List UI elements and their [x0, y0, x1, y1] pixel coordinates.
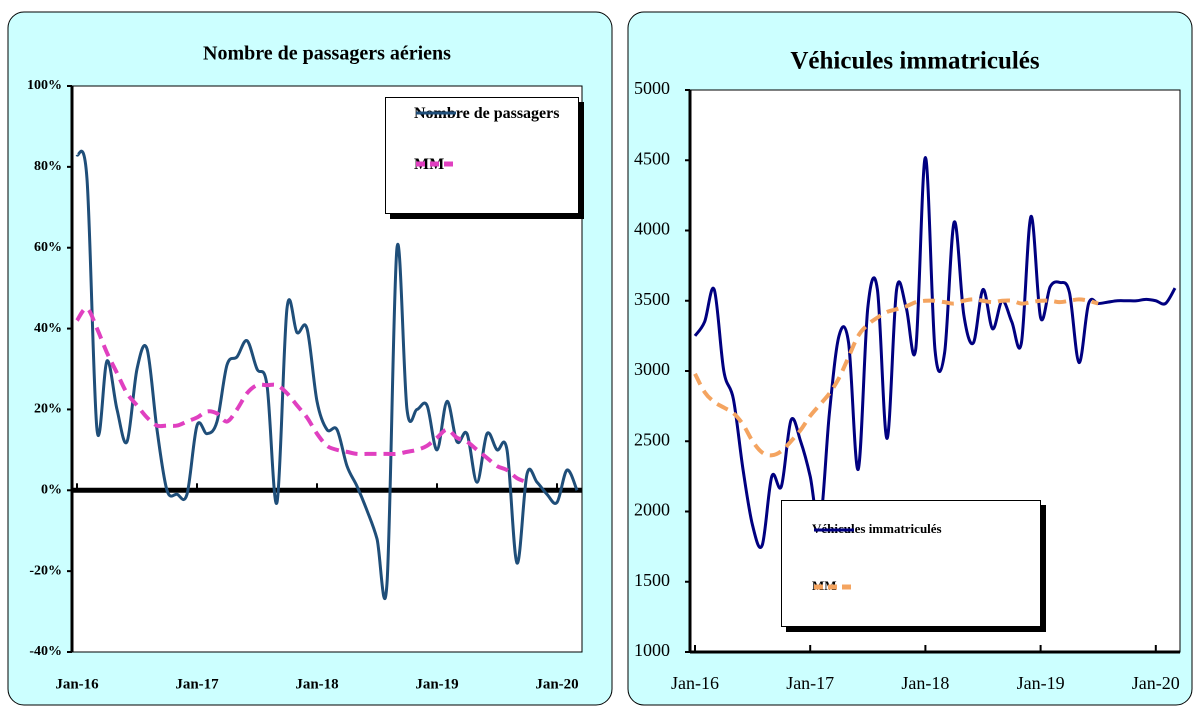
y-tick-label: 1500 — [634, 570, 670, 590]
chart-title: Véhicules immatriculés — [790, 48, 1040, 75]
legend-label: Nombre de passagers — [414, 105, 560, 122]
series-line — [693, 297, 1099, 458]
x-tick-label: Jan-18 — [295, 676, 338, 692]
legend-item: MM — [414, 153, 564, 177]
series-line — [75, 149, 579, 600]
y-tick-label: 0% — [41, 483, 62, 498]
y-tick-label: 5000 — [634, 78, 670, 98]
y-tick-label: 20% — [34, 402, 62, 417]
legend-swatch — [416, 161, 456, 167]
x-tick-label: Jan-17 — [786, 673, 834, 693]
legend-swatch — [814, 584, 854, 590]
y-tick-label: 2000 — [634, 500, 670, 520]
y-tick-label: 80% — [34, 159, 62, 174]
x-tick-label: Jan-18 — [901, 673, 949, 693]
y-tick-label: 4000 — [634, 219, 670, 239]
x-tick-label: Jan-20 — [535, 676, 578, 692]
x-tick-label: Jan-19 — [1017, 673, 1065, 693]
x-tick-label: Jan-17 — [175, 676, 219, 692]
y-tick-label: 60% — [34, 240, 62, 255]
y-tick-label: -20% — [29, 563, 62, 578]
series-line — [75, 306, 528, 485]
y-tick-label: 2500 — [634, 429, 670, 449]
x-tick-label: Jan-20 — [1132, 673, 1180, 693]
y-tick-label: 1000 — [634, 640, 670, 660]
legend-swatch — [814, 528, 854, 532]
legend-label: Véhicules immatriculés — [812, 521, 942, 536]
legend-swatch — [416, 111, 456, 115]
y-tick-label: 40% — [34, 321, 62, 336]
legend-item: Nombre de passagers — [414, 102, 564, 126]
y-tick-label: 4500 — [634, 148, 670, 168]
legend-item: MM — [812, 576, 854, 596]
series-line — [693, 155, 1177, 549]
legend-item: Véhicules immatriculés — [812, 519, 942, 539]
legend: Véhicules immatriculés MM — [781, 500, 1041, 627]
x-tick-label: Jan-16 — [671, 673, 719, 693]
y-tick-label: 3000 — [634, 359, 670, 379]
legend: Nombre de passagers MM — [385, 97, 579, 214]
y-tick-label: 3500 — [634, 289, 670, 309]
y-tick-label: 100% — [27, 78, 62, 93]
chart-title: Nombre de passagers aériens — [203, 43, 451, 65]
x-tick-label: Jan-16 — [55, 676, 99, 692]
legend-label: MM — [414, 156, 445, 173]
y-tick-label: -40% — [29, 644, 62, 659]
x-tick-label: Jan-19 — [415, 676, 458, 692]
